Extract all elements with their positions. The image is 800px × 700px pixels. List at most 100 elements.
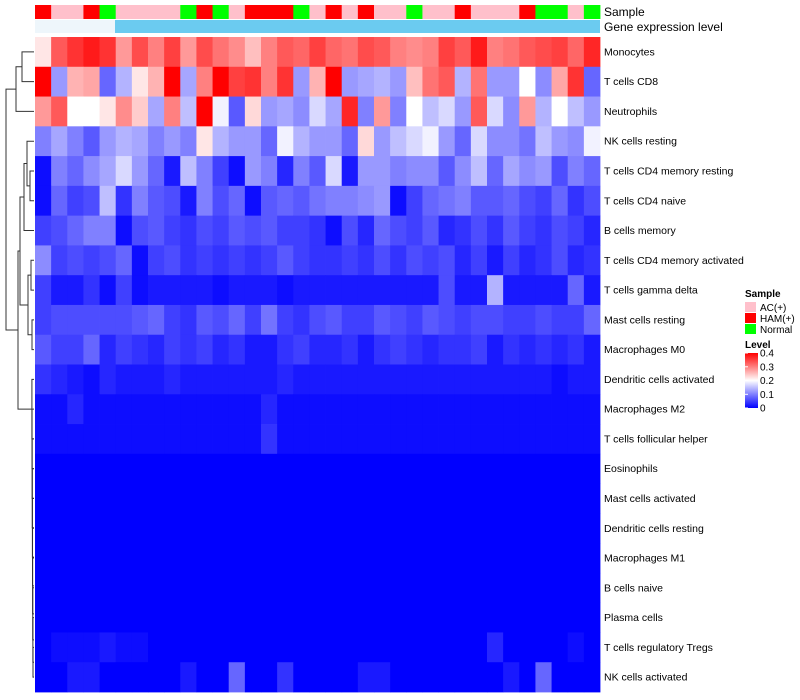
heatmap-cell <box>470 334 488 365</box>
heatmap-cell <box>244 394 262 425</box>
heatmap-cell <box>390 424 407 455</box>
heatmap-cell <box>131 156 149 187</box>
row-label: B cells memory <box>604 225 677 237</box>
heatmap-cell <box>374 543 391 574</box>
heatmap-cell <box>487 126 504 157</box>
heatmap-cell <box>503 156 520 187</box>
heatmap-cell <box>470 543 488 574</box>
heatmap-cell <box>357 215 375 246</box>
heatmap-cell <box>583 543 601 574</box>
heatmap-cell <box>454 275 472 306</box>
heatmap-cell <box>228 245 246 276</box>
heatmap-cell <box>422 156 439 187</box>
heatmap-cell <box>583 394 601 425</box>
sample-annotation-cell <box>212 5 230 19</box>
heatmap-cell <box>51 215 68 246</box>
heatmap-cell <box>438 632 456 663</box>
heatmap-cell <box>519 304 536 336</box>
heatmap-cell <box>244 334 262 365</box>
heatmap-cell <box>487 37 504 68</box>
heatmap-cell <box>261 126 278 157</box>
heatmap-cell <box>551 453 569 484</box>
heatmap-cell <box>487 275 504 306</box>
heatmap-cell <box>438 275 456 306</box>
heatmap-cell <box>196 394 213 425</box>
heatmap-cell <box>567 66 585 97</box>
heatmap-cell <box>164 96 181 127</box>
heatmap-cell <box>567 185 585 217</box>
heatmap-cell <box>406 275 423 306</box>
heatmap-cell <box>67 66 84 97</box>
sample-legend-entries: AC(+)HAM(+)Normal <box>745 302 795 336</box>
heatmap-cell <box>164 364 181 395</box>
heatmap-cell <box>99 424 117 455</box>
heatmap-cell <box>196 126 213 157</box>
heatmap-cell <box>148 185 165 217</box>
heatmap-cell <box>35 543 52 574</box>
heatmap-cell <box>196 275 213 306</box>
heatmap-cell <box>212 126 230 157</box>
heatmap-cell <box>390 572 407 604</box>
heatmap-cell <box>374 424 391 455</box>
heatmap-cell <box>277 275 294 306</box>
heatmap-cell <box>148 513 165 544</box>
heatmap-cell <box>487 662 504 693</box>
heatmap-cell <box>293 37 310 68</box>
heatmap-cell <box>212 304 230 336</box>
heatmap-cell <box>535 96 552 127</box>
heatmap-cell <box>422 364 439 395</box>
heatmap-cell <box>83 602 100 633</box>
heatmap-cell <box>115 126 133 157</box>
heatmap-cell <box>551 632 569 663</box>
heatmap-cell <box>406 66 423 97</box>
heatmap-cell <box>390 513 407 544</box>
heatmap-cell <box>35 156 52 187</box>
heatmap-cell <box>35 364 52 395</box>
heatmap-cell <box>374 215 391 246</box>
heatmap-cell <box>309 483 326 514</box>
heatmap-cell <box>228 334 246 365</box>
heatmap-cell <box>470 483 488 514</box>
heatmap-cell <box>325 215 343 246</box>
heatmap-cell <box>503 632 520 663</box>
sample-annotation-cell <box>535 5 552 19</box>
heatmap-cell <box>115 513 133 544</box>
heatmap-cells <box>35 37 601 693</box>
heatmap-cell <box>583 632 601 663</box>
heatmap-cell <box>180 275 197 306</box>
heatmap-cell <box>583 215 601 246</box>
heatmap-cell <box>261 424 278 455</box>
heatmap-cell <box>325 394 343 425</box>
heatmap-cell <box>244 215 262 246</box>
heatmap-cell <box>357 543 375 574</box>
heatmap-cell <box>438 662 456 693</box>
heatmap-cell <box>583 602 601 633</box>
heatmap-cell <box>357 96 375 127</box>
heatmap-cell <box>551 126 569 157</box>
heatmap-cell <box>51 424 68 455</box>
heatmap-cell <box>212 543 230 574</box>
heatmap-cell <box>261 632 278 663</box>
heatmap-cell <box>567 334 585 365</box>
heatmap-cell <box>99 275 117 306</box>
heatmap-cell <box>325 453 343 484</box>
heatmap-cell <box>51 185 68 217</box>
sample-annotation-cell <box>470 5 488 19</box>
heatmap-cell <box>228 572 246 604</box>
heatmap-cell <box>374 334 391 365</box>
heatmap-cell <box>164 483 181 514</box>
heatmap-cell <box>293 364 310 395</box>
sample-annotation-cell <box>244 5 262 19</box>
heatmap-cell <box>67 543 84 574</box>
heatmap-cell <box>51 543 68 574</box>
heatmap-cell <box>374 185 391 217</box>
heatmap-cell <box>277 394 294 425</box>
heatmap-cell <box>293 572 310 604</box>
dendrogram-branch <box>15 66 34 112</box>
heatmap-cell <box>567 662 585 693</box>
heatmap-cell <box>35 215 52 246</box>
heatmap-cell <box>277 662 294 693</box>
heatmap-cell <box>503 37 520 68</box>
sample-annotation-cell <box>454 5 472 19</box>
heatmap-cell <box>454 215 472 246</box>
